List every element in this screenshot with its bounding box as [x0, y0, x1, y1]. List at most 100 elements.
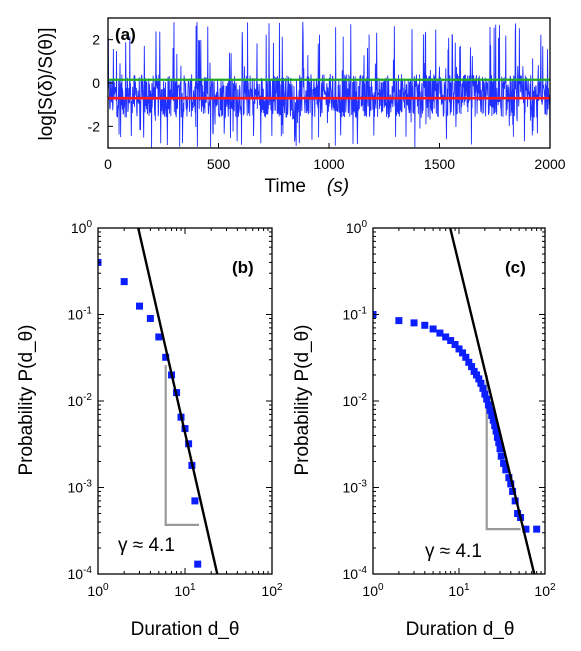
data-point: [483, 395, 491, 403]
data-point: [194, 560, 202, 568]
data-point: [191, 497, 199, 505]
data-point: [429, 325, 437, 333]
y-tick-label: 10-2: [68, 392, 93, 409]
data-point: [489, 416, 497, 424]
panel-b-ticks: 100 101 102 10-4 10-3 10-2 10-1 100: [68, 219, 283, 599]
data-point: [486, 406, 494, 414]
data-point: [436, 329, 444, 337]
data-point: [507, 480, 515, 488]
x-tick-label: 500: [207, 156, 231, 172]
data-point: [511, 497, 519, 505]
panel-c-ticks: 100 101 102 10-4 10-3 10-2 10-1 100: [343, 219, 556, 599]
data-point: [475, 375, 483, 383]
data-point: [410, 319, 418, 327]
y-tick-label: 10-3: [343, 479, 368, 496]
data-point: [492, 427, 500, 435]
data-point: [497, 452, 505, 460]
panel-a-xlabel: Time: [264, 176, 306, 197]
data-point: [473, 371, 481, 379]
y-tick-label: -2: [88, 118, 101, 134]
data-point: [500, 459, 508, 467]
data-point: [477, 379, 485, 387]
x-tick-label: 0: [104, 156, 112, 172]
panel-b-xlabel: Duration d_θ: [131, 619, 240, 640]
data-point: [465, 358, 473, 366]
x-tick-label: 2000: [534, 156, 565, 172]
power-law-fit-line: [449, 228, 536, 574]
data-point: [533, 525, 541, 533]
y-tick-label: 10-4: [68, 565, 93, 582]
data-point: [136, 302, 144, 310]
data-point: [509, 487, 517, 495]
data-point: [442, 333, 450, 341]
x-tick-label: 102: [261, 582, 283, 599]
data-point: [496, 445, 504, 453]
data-point: [455, 345, 463, 353]
x-tick-label: 100: [362, 582, 384, 599]
data-point: [514, 510, 522, 518]
panel-a-label: (a): [115, 25, 136, 44]
data-point: [484, 401, 492, 409]
data-point: [162, 353, 170, 361]
data-point: [155, 333, 163, 341]
data-points: [373, 311, 541, 533]
data-point: [522, 525, 530, 533]
y-tick-label: 10-2: [343, 392, 368, 409]
data-point: [447, 337, 455, 345]
panel-c-xlabel: Duration d_θ: [406, 619, 515, 640]
signal-series: [108, 21, 550, 148]
panel-c: 100 101 102 10-4 10-3 10-2 10-1 100 (c) γ ≈ 4.1…: [292, 219, 556, 640]
blue-signal-trace: [108, 21, 550, 148]
panel-a-ylabel: log[S(δ)/S(θ)]: [36, 28, 57, 141]
data-point: [120, 278, 128, 286]
panel-a: 0 500 1000 1500 2000 -2 0 2 (a) Time (s) log[S(…: [36, 17, 566, 197]
y-tick-label: 0: [92, 75, 100, 91]
panel-c-label: (c): [505, 258, 526, 277]
data-point: [451, 340, 459, 348]
data-point: [459, 349, 467, 357]
slope-triangle-legs: [164, 365, 200, 526]
y-tick-label: 10-1: [68, 306, 93, 323]
data-point: [395, 317, 403, 325]
y-tick-label: 100: [71, 219, 93, 236]
x-tick-label: 101: [448, 582, 470, 599]
x-tick-label: 102: [534, 582, 556, 599]
x-tick-label: 100: [87, 582, 109, 599]
data-point: [505, 474, 513, 482]
data-point: [481, 390, 489, 398]
y-tick-label: 2: [92, 32, 100, 48]
data-point: [421, 321, 429, 329]
power-law-fit-line: [137, 228, 219, 574]
data-point: [468, 363, 476, 371]
panel-c-frame: [372, 227, 546, 575]
x-tick-label: 1000: [313, 156, 344, 172]
panel-c-ylabel: Probability P(d_θ): [292, 324, 313, 475]
data-points: [98, 258, 202, 568]
panel-b-ylabel: Probability P(d_θ): [16, 324, 37, 475]
y-tick-label: 10-4: [343, 565, 368, 582]
panel-c-gamma-annotation: γ ≈ 4.1: [425, 541, 482, 562]
y-tick-label: 10-3: [68, 479, 93, 496]
data-point: [470, 367, 478, 375]
panel-a-ticks: 0 500 1000 1500 2000 -2 0 2: [88, 32, 566, 172]
data-point: [495, 439, 503, 447]
y-tick-label: 10-1: [343, 306, 368, 323]
data-point: [488, 411, 496, 419]
data-point: [479, 384, 487, 392]
data-point: [493, 433, 501, 441]
slope-triangle: [164, 365, 200, 526]
x-tick-label: 1500: [424, 156, 455, 172]
panel-b-gamma-annotation: γ ≈ 4.1: [118, 535, 175, 556]
panel-b: 100 101 102 10-4 10-3 10-2 10-1 100 (b) γ ≈ 4.1…: [16, 219, 283, 640]
slope-triangle-legs: [485, 374, 521, 531]
panel-b-label: (b): [232, 258, 254, 277]
data-point: [502, 466, 510, 474]
panel-a-xlabel-unit: (s): [327, 176, 349, 197]
data-point: [462, 353, 470, 361]
data-point: [146, 314, 154, 322]
x-tick-label: 101: [174, 582, 196, 599]
slope-triangle: [485, 374, 521, 531]
y-tick-label: 100: [346, 219, 368, 236]
data-point: [491, 422, 499, 430]
